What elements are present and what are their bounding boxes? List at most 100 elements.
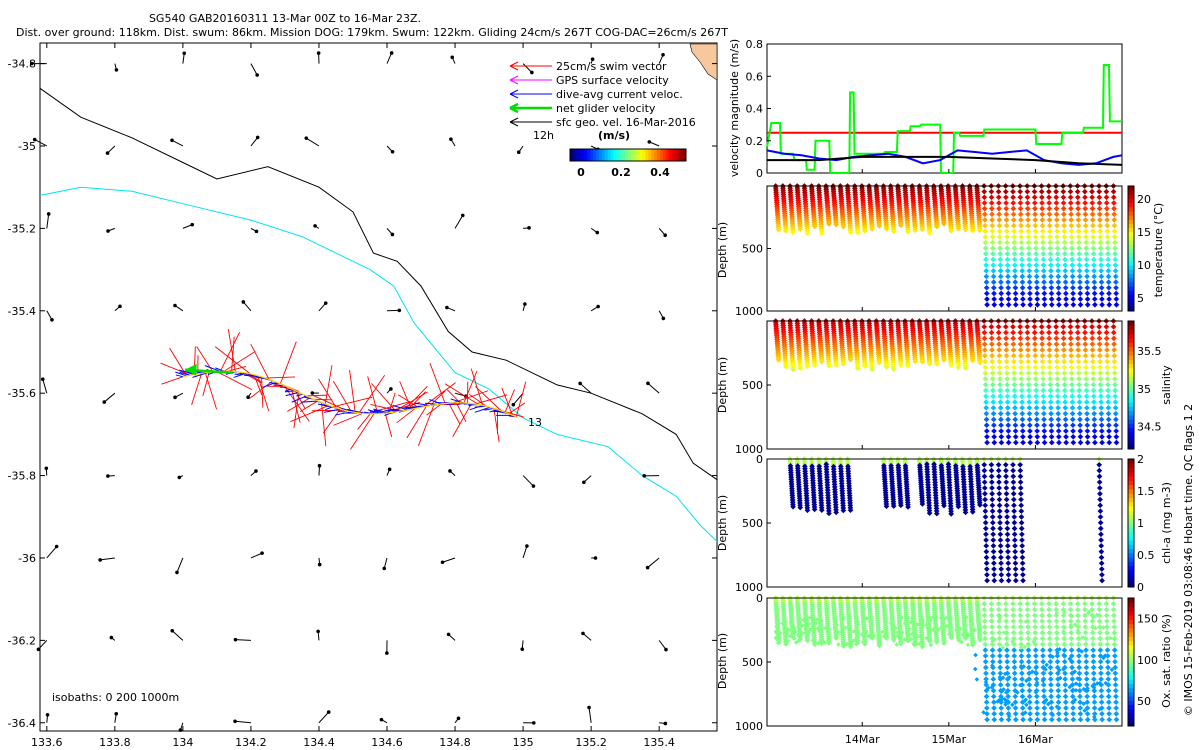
section-point	[1024, 205, 1031, 212]
section-point	[1069, 676, 1076, 682]
section-point	[1105, 273, 1112, 280]
section-point	[1003, 624, 1010, 630]
section-point	[1004, 376, 1010, 382]
swim-vector	[397, 394, 420, 409]
section-point	[1076, 239, 1082, 246]
section-point	[1098, 428, 1105, 434]
velocity-y-tick-label: 0.2	[746, 135, 764, 148]
colorbar-segment	[659, 149, 664, 161]
section-cbar-segment	[1128, 227, 1134, 233]
section-point	[1041, 710, 1048, 717]
section-point	[1018, 352, 1024, 359]
section-cbar-segment	[1128, 367, 1134, 373]
section-point	[1019, 273, 1026, 280]
geo-arrow-head	[32, 137, 37, 142]
colorbar-segment	[613, 149, 617, 161]
section-point	[1084, 416, 1090, 423]
section-point	[1103, 188, 1110, 195]
section-point	[1098, 543, 1105, 549]
section-point	[1076, 267, 1083, 274]
map-x-tick-label: 133.6	[31, 736, 63, 749]
section-point	[1003, 618, 1010, 624]
section-point	[1104, 641, 1111, 648]
section-point	[1038, 323, 1045, 330]
section-point	[1061, 245, 1068, 252]
section-cbar-segment	[1128, 497, 1134, 503]
section-point	[1091, 399, 1097, 405]
section-point	[1054, 251, 1061, 257]
section-point	[1047, 381, 1054, 388]
section-point	[1011, 664, 1018, 671]
section-point	[1062, 693, 1069, 700]
section-point	[1098, 256, 1104, 263]
section-point	[1053, 341, 1060, 347]
section-point	[1070, 433, 1077, 440]
section-point	[1097, 358, 1103, 365]
section-point	[982, 217, 988, 223]
section-point	[1027, 716, 1034, 723]
section-cbar-segment	[1128, 510, 1134, 515]
legend-label: GPS surface velocity	[556, 74, 669, 87]
section-point	[995, 461, 1002, 468]
section-cbar-tick-label: 34.5	[1137, 420, 1162, 433]
section-point	[988, 461, 995, 468]
section-point	[1075, 234, 1082, 240]
section-cbar-segment	[1128, 186, 1134, 191]
section-point	[1039, 217, 1046, 223]
section-point	[1077, 705, 1084, 711]
section-point	[981, 211, 988, 218]
section-point	[982, 381, 989, 388]
section-point	[847, 229, 854, 235]
section-point	[1096, 473, 1103, 480]
section-point	[1111, 335, 1117, 342]
section-point	[1084, 693, 1090, 700]
section-point	[1083, 228, 1089, 235]
section-point	[995, 323, 1002, 330]
section-point	[1040, 682, 1047, 688]
section-point	[1012, 571, 1019, 578]
section-point	[1047, 234, 1053, 240]
section-cbar-segment	[1128, 277, 1134, 283]
section-point	[1027, 705, 1033, 711]
swim-vector	[161, 376, 184, 385]
section-point	[988, 188, 995, 195]
section-point	[1017, 485, 1024, 491]
section-point	[1075, 364, 1082, 371]
section-point	[1010, 479, 1017, 485]
section-point	[1112, 245, 1118, 252]
section-point	[1018, 364, 1024, 371]
section-point	[1003, 341, 1010, 347]
section-point	[1056, 439, 1062, 446]
section-point	[1040, 256, 1047, 263]
colorbar-tick-1: 0.2	[611, 166, 631, 179]
section-point	[1112, 239, 1118, 246]
section-point	[1011, 376, 1018, 382]
section-point	[1019, 676, 1025, 682]
section-point	[1010, 323, 1016, 330]
section-point	[1020, 296, 1026, 302]
section-point	[1104, 222, 1111, 229]
section-point	[1111, 612, 1117, 619]
section-point	[1105, 262, 1112, 268]
section-point	[1041, 705, 1048, 711]
section-cbar-tick-label: 0	[1137, 581, 1144, 594]
section-point	[1004, 508, 1010, 514]
section-point	[1046, 335, 1053, 342]
section-point	[1075, 358, 1082, 365]
section-point	[1047, 387, 1054, 394]
geo-arrow-head	[389, 387, 393, 391]
section-point	[1090, 393, 1097, 400]
section-point	[997, 251, 1004, 257]
section-point	[1111, 222, 1118, 229]
swim-vector	[429, 362, 446, 404]
section-point	[1103, 606, 1110, 613]
section-point	[1077, 296, 1084, 302]
geo-arrow-head	[587, 705, 591, 710]
section-point	[1075, 222, 1082, 229]
section-point	[883, 226, 890, 232]
isobath-200m	[39, 186, 718, 542]
section-cbar-segment	[1128, 696, 1134, 701]
geo-arrow-head	[50, 317, 54, 322]
dive-avg-vector	[469, 404, 483, 411]
geo-arrow-head	[106, 229, 110, 233]
